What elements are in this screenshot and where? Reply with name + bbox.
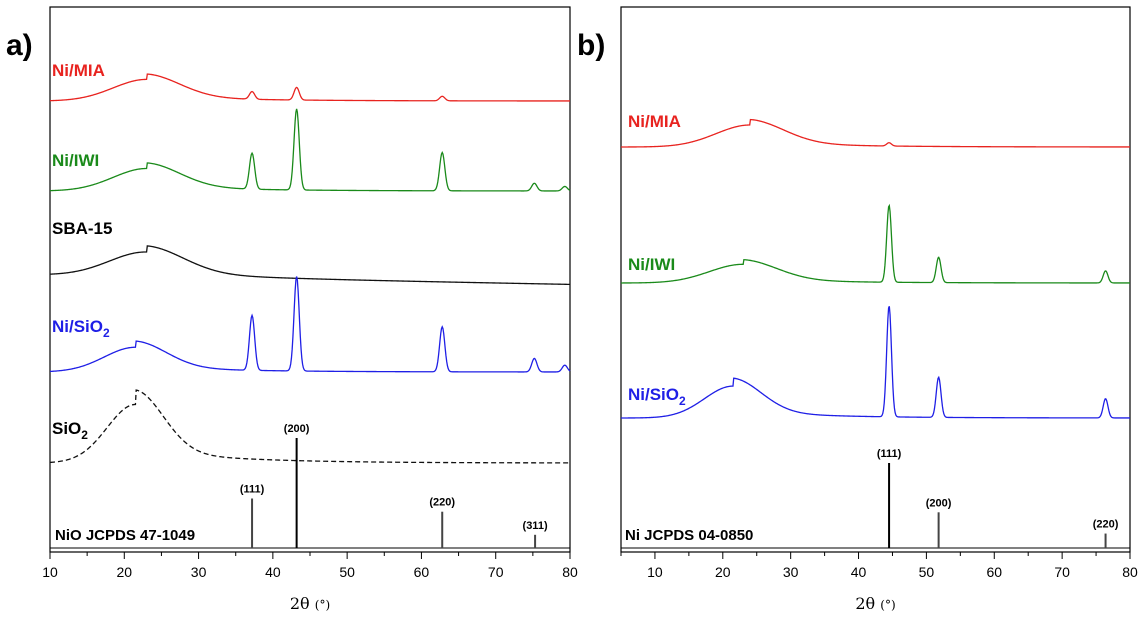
reference-name: NiO JCPDS 47-1049 — [55, 527, 195, 544]
series-label: Ni/MIA — [628, 112, 681, 131]
x-tick-label: 80 — [1122, 564, 1138, 580]
series-line — [49, 389, 570, 464]
reference-line-label: (311) — [523, 520, 548, 532]
series-line — [621, 203, 1130, 284]
x-tick-label: 30 — [191, 564, 207, 580]
series-line — [621, 118, 1130, 148]
reference-line-label: (200) — [284, 423, 310, 435]
x-tick-label: 60 — [414, 564, 430, 580]
series-line — [49, 276, 571, 373]
panel-b: b) 10 20 30 40 50 60 70 80 2θ (°) Ni/MIA Ni/IWI Ni/S… — [577, 6, 1138, 613]
x-tick-label: 60 — [986, 564, 1002, 580]
x-tick-label: 20 — [116, 564, 132, 580]
x-tick-label: 10 — [647, 564, 663, 580]
x-tick-label: 20 — [715, 564, 731, 580]
series-label: Ni/IWI — [628, 255, 675, 274]
plot-frame — [620, 6, 1131, 553]
x-tick-label: 50 — [919, 564, 935, 580]
x-tick-label: 70 — [1054, 564, 1070, 580]
series-label: Ni/MIA — [52, 61, 105, 80]
series-line — [49, 73, 570, 102]
series-label: Ni/SiO2 — [628, 385, 686, 408]
series-label: SiO2 — [52, 419, 88, 442]
x-tick-label: 10 — [42, 564, 58, 580]
series-line — [620, 306, 1130, 419]
x-tick-label: 40 — [851, 564, 867, 580]
x-axis-title: 2θ (°) — [855, 594, 895, 613]
series-label: Ni/IWI — [52, 151, 99, 170]
x-tick-label: 50 — [339, 564, 355, 580]
reference-line-label: (111) — [240, 484, 265, 496]
x-axis-title: 2θ (°) — [290, 594, 330, 613]
reference-line-label: (111) — [877, 448, 902, 460]
x-tick-label: 30 — [783, 564, 799, 580]
panel-letter: a) — [6, 29, 33, 62]
x-tick-label: 40 — [265, 564, 281, 580]
reference-line-label: (220) — [1093, 519, 1119, 531]
plot-frame — [49, 6, 571, 553]
reference-name: Ni JCPDS 04-0850 — [625, 527, 753, 544]
panel-letter: b) — [577, 29, 605, 62]
reference-line-label: (220) — [429, 497, 455, 509]
x-tick-label: 80 — [562, 564, 578, 580]
x-tick-label: 70 — [488, 564, 504, 580]
series-line — [49, 108, 571, 192]
reference-line-label: (200) — [926, 497, 952, 509]
series-label: SBA-15 — [52, 219, 112, 238]
series-line — [49, 245, 571, 286]
series-label: Ni/SiO2 — [52, 317, 110, 340]
panel-a: a) 10 20 30 40 50 60 70 80 2θ (°) Ni/MIA Ni/IWI SBA-… — [6, 6, 578, 613]
